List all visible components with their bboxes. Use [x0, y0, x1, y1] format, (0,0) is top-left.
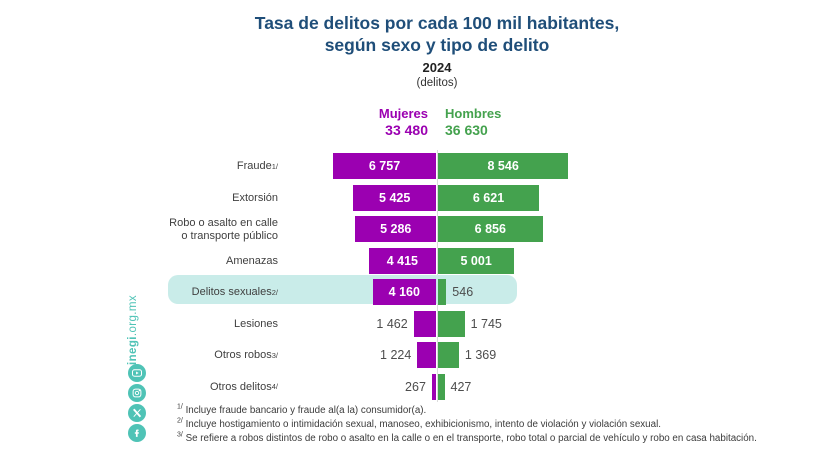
mujeres-bar	[413, 310, 436, 337]
mujeres-bar: 4 160	[372, 279, 436, 305]
hombres-value: 6 621	[472, 190, 505, 205]
mujeres-bar	[417, 342, 436, 368]
inegi-site-link-bold: inegi	[127, 336, 139, 365]
inegi-site-link-rest: .org.mx	[127, 295, 139, 337]
chart-year: 2024	[422, 60, 452, 75]
mujeres-value: 267	[405, 379, 426, 394]
chart-row-7: Otros delitos 4/267 427	[0, 372, 825, 404]
mujeres-bar: 5 425	[353, 184, 436, 211]
mujeres-value: 4 415	[386, 253, 418, 268]
hombres-value: 546	[452, 285, 474, 299]
hombres-bar	[438, 279, 447, 305]
chart-unit-label: (delitos)	[416, 77, 458, 89]
category-label: Otros delitos 4/	[209, 380, 278, 393]
hombres-bar	[438, 310, 465, 337]
youtube-icon[interactable]	[128, 364, 146, 382]
hombres-value: 8 546	[487, 159, 519, 173]
legend-hombres-label: Hombres	[445, 106, 502, 121]
hombres-value: 427	[450, 379, 472, 394]
category-label: Extorsión	[232, 191, 278, 204]
legend-hombres: Hombres 36 630	[445, 105, 501, 139]
legend-mujeres: Mujeres 33 480	[379, 105, 428, 139]
chart-row-0: Fraude 1/6 757 8 546	[0, 151, 825, 183]
legend-mujeres-total: 33 480	[385, 122, 428, 138]
facebook-icon[interactable]	[128, 424, 146, 442]
hombres-bar: 8 546	[438, 153, 569, 179]
chart-row-6: Otros robos 3/1 224 1 369	[0, 340, 825, 372]
category-label: Amenazas	[226, 254, 278, 267]
mujeres-value: 4 160	[388, 285, 420, 299]
mujeres-value: 1 224	[380, 348, 412, 362]
mujeres-value: 5 425	[379, 190, 411, 205]
hombres-bar	[438, 342, 459, 368]
chart-row-5: Lesiones 1 462 1 745	[0, 309, 825, 341]
category-label: Robo o asalto en calle o transporte públi…	[169, 216, 278, 242]
chart-row-1: Extorsión 5 425 6 621	[0, 183, 825, 215]
chart-row-2: Robo o asalto en calle o transporte públi…	[0, 214, 825, 246]
mujeres-bar: 6 757	[333, 153, 436, 179]
category-label: Otros robos 3/	[214, 349, 278, 362]
page-title: Tasa de delitos por cada 100 mil habitan…	[254, 13, 620, 55]
category-label: Lesiones	[233, 317, 278, 330]
mujeres-bar	[431, 373, 436, 400]
hombres-bar	[438, 373, 445, 400]
x-icon[interactable]	[128, 404, 146, 422]
hombres-bar: 5 001	[438, 247, 515, 274]
hombres-value: 5 001	[460, 253, 492, 268]
hombres-value: 1 745	[470, 316, 502, 331]
instagram-icon[interactable]	[128, 384, 146, 402]
category-label: Fraude 1/	[236, 160, 278, 173]
mujeres-bar: 5 286	[355, 216, 436, 242]
hombres-value: 1 369	[464, 348, 497, 362]
footnotes: 1/ Incluye fraude bancario y fraude al(a…	[177, 404, 769, 445]
legend-hombres-total: 36 630	[445, 122, 488, 138]
highlight-band	[168, 274, 517, 304]
footnote-3: 3/ Se refiere a robos distintos de robo …	[177, 431, 757, 444]
hombres-value: 6 856	[474, 222, 506, 236]
footnote-1: 1/ Incluye fraude bancario y fraude al(a…	[177, 403, 427, 416]
chart-row-4: Delitos sexuales 2/4 160 546	[0, 274, 825, 309]
chart-row-3: Amenazas 4 415 5 001	[0, 246, 825, 278]
inegi-site-link[interactable]: inegi.org.mx	[127, 283, 139, 365]
mujeres-value: 5 286	[380, 222, 412, 236]
footnote-2: 2/ Incluye hostigamiento o intimidación …	[177, 417, 661, 430]
mujeres-bar: 4 415	[368, 247, 436, 274]
category-label: Delitos sexuales 2/	[191, 286, 278, 299]
hombres-bar: 6 856	[438, 216, 543, 242]
legend-mujeres-label: Mujeres	[378, 106, 428, 121]
mujeres-value: 1 462	[376, 316, 408, 331]
mujeres-value: 6 757	[368, 159, 401, 173]
hombres-bar: 6 621	[438, 184, 539, 211]
